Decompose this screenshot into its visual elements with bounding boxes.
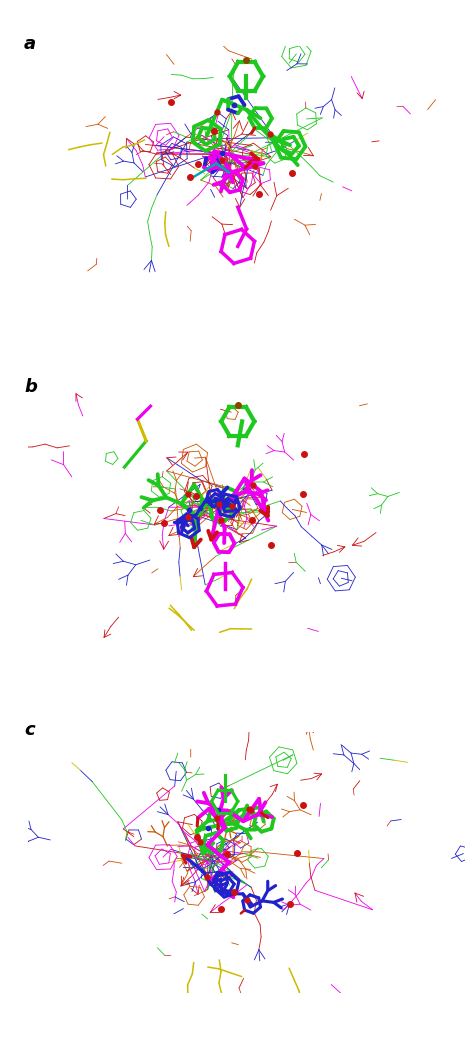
Text: c: c: [24, 721, 35, 739]
Text: a: a: [24, 35, 36, 53]
Text: b: b: [24, 378, 37, 396]
